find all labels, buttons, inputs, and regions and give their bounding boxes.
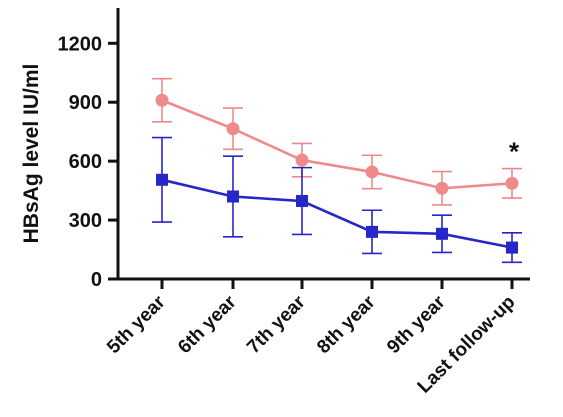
data-point: [295, 153, 309, 167]
data-point: [366, 225, 378, 238]
y-tick-label: 900: [69, 92, 102, 114]
data-point: [435, 181, 449, 195]
y-tick-label: 600: [69, 151, 102, 173]
series-1: [152, 77, 522, 206]
y-axis-title: HBsAg level IU/ml: [20, 64, 43, 244]
data-point: [506, 241, 518, 254]
data-point: [156, 173, 168, 186]
data-point: [226, 122, 240, 136]
x-tick-label: 9th year: [383, 291, 450, 358]
significance-asterisk: *: [509, 137, 520, 167]
data-point: [227, 190, 239, 203]
series-layer: [152, 77, 522, 264]
x-tick-label: 5th year: [103, 291, 170, 358]
series-line: [161, 178, 513, 249]
data-point: [296, 195, 308, 208]
data-point: [155, 93, 169, 107]
x-tick-label: 6th year: [174, 291, 241, 358]
data-point: [365, 165, 379, 179]
data-point: [505, 176, 519, 190]
series-line: [161, 99, 513, 190]
x-tick-label: 7th year: [243, 291, 310, 358]
series-2: [152, 136, 522, 264]
data-point: [436, 227, 448, 240]
y-tick-label: 0: [91, 269, 102, 291]
y-tick-label: 1200: [58, 33, 103, 55]
y-tick-label: 300: [69, 210, 102, 232]
x-tick-label: 8th year: [313, 291, 380, 358]
axes: [108, 8, 530, 289]
